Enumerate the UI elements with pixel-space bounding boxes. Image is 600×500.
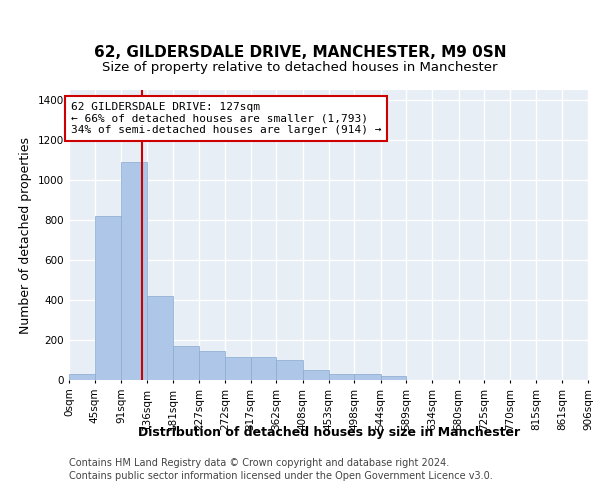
Bar: [147, 296, 173, 380]
Bar: [380, 376, 406, 380]
Text: Contains HM Land Registry data © Crown copyright and database right 2024.: Contains HM Land Registry data © Crown c…: [69, 458, 449, 468]
Bar: [354, 374, 380, 380]
Y-axis label: Number of detached properties: Number of detached properties: [19, 136, 32, 334]
Text: Size of property relative to detached houses in Manchester: Size of property relative to detached ho…: [102, 61, 498, 74]
Bar: [199, 351, 225, 380]
Bar: [225, 357, 251, 380]
Text: 62, GILDERSDALE DRIVE, MANCHESTER, M9 0SN: 62, GILDERSDALE DRIVE, MANCHESTER, M9 0S…: [94, 45, 506, 60]
Bar: [69, 374, 95, 380]
Text: Contains public sector information licensed under the Open Government Licence v3: Contains public sector information licen…: [69, 471, 493, 481]
Bar: [329, 374, 354, 380]
Bar: [277, 360, 303, 380]
Bar: [173, 346, 199, 380]
Bar: [251, 357, 277, 380]
Bar: [95, 216, 121, 380]
Text: Distribution of detached houses by size in Manchester: Distribution of detached houses by size …: [138, 426, 520, 439]
Bar: [121, 162, 147, 380]
Text: 62 GILDERSDALE DRIVE: 127sqm
← 66% of detached houses are smaller (1,793)
34% of: 62 GILDERSDALE DRIVE: 127sqm ← 66% of de…: [71, 102, 381, 135]
Bar: [303, 370, 329, 380]
